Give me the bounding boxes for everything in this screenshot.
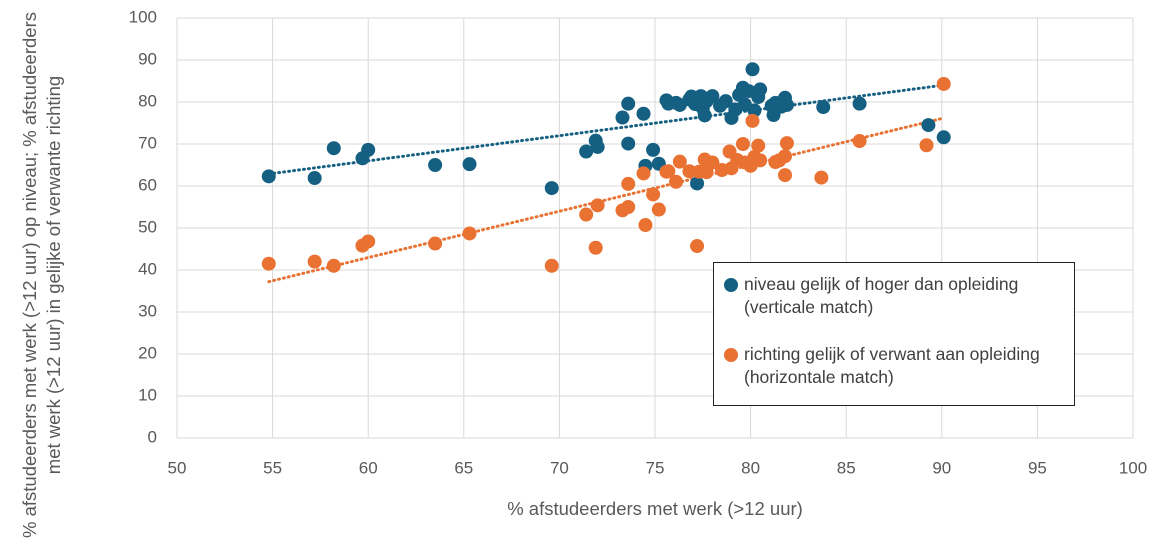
x-tick-label: 70 [550,458,569,477]
y-tick-label: 70 [138,133,157,152]
point [621,96,636,111]
x-tick-label: 90 [932,458,951,477]
legend-label: niveau gelijk of hoger dan opleiding (ve… [744,274,1019,317]
legend-entry: richting gelijk of verwant aan opleiding… [724,343,1064,389]
x-tick-label: 100 [1119,458,1147,477]
x-tick-label: 55 [263,458,282,477]
point [621,176,636,191]
point [590,198,605,213]
point [646,142,661,157]
point [779,136,794,151]
point [778,149,793,164]
legend: niveau gelijk of hoger dan opleiding (ve… [713,262,1075,406]
point [779,97,794,112]
point [326,141,341,156]
y-tick-label: 0 [148,427,157,446]
point [936,130,951,145]
x-tick-label: 65 [454,458,473,477]
point [326,258,341,273]
point [936,76,951,91]
point [747,103,762,118]
point [745,62,760,77]
point [778,168,793,183]
point [651,202,666,217]
point [751,138,766,153]
x-tick-label: 95 [1028,458,1047,477]
y-tick-label: 20 [138,343,157,362]
point [588,240,603,255]
y-tick-label: 40 [138,259,157,278]
point [579,207,594,222]
point [705,155,720,170]
point [307,171,322,186]
point [638,218,653,233]
point [590,139,605,154]
point [921,118,936,133]
point [718,94,733,109]
point [615,110,630,125]
point [753,82,768,97]
x-tick-label: 80 [741,458,760,477]
point [636,106,651,121]
point [690,239,705,254]
point [462,226,477,241]
point [690,176,705,191]
point [745,113,760,128]
x-tick-label: 85 [837,458,856,477]
point [307,254,322,269]
point [672,154,687,169]
y-tick-label: 90 [138,49,157,68]
point [816,100,831,115]
point [753,153,768,168]
trendline [267,116,946,284]
point [852,134,867,149]
trendline [267,83,946,176]
y-tick-label: 80 [138,91,157,110]
point [361,142,376,157]
point [261,256,276,271]
x-tick-label: 60 [359,458,378,477]
point [669,174,684,189]
point [261,169,276,184]
y-axis-title: % afstudeerders met werk (>12 uur) op ni… [19,12,64,538]
x-axis-title: % afstudeerders met werk (>12 uur) [507,498,803,519]
point [852,96,867,111]
point [735,137,750,151]
legend-marker [724,278,738,292]
point [462,157,477,172]
legend-entry: niveau gelijk of hoger dan opleiding (ve… [724,273,1064,319]
x-tick-label: 50 [168,458,187,477]
legend-label: richting gelijk of verwant aan opleiding… [744,344,1040,387]
point [646,187,661,202]
y-tick-label: 30 [138,301,157,320]
x-tick-label: 75 [646,458,665,477]
point [544,181,559,196]
point [621,200,636,214]
point [661,164,676,179]
y-tick-label: 50 [138,217,157,236]
point [636,166,651,181]
point [579,144,594,159]
point [919,138,934,153]
point [361,234,376,249]
y-tick-label: 100 [129,7,157,26]
y-tick-label: 10 [138,385,157,404]
point [814,170,829,185]
point [428,236,443,251]
legend-marker [724,348,738,362]
point [621,136,636,151]
point [697,108,712,123]
y-tick-label: 60 [138,175,157,194]
point [705,89,720,104]
point [544,258,559,273]
point [428,158,443,172]
